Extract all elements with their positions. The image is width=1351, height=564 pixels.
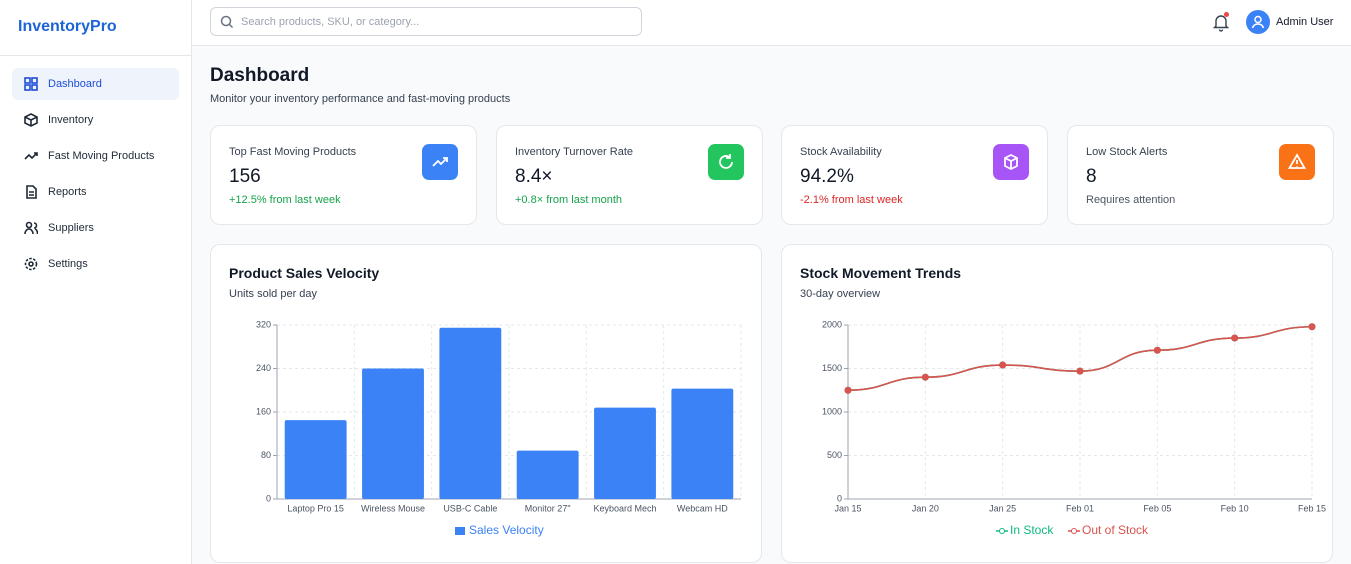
stat-icon [993,144,1029,180]
chart-subtitle: 30-day overview [800,288,881,300]
stat-value: 156 [229,166,261,187]
y-tick-label: 240 [256,363,271,373]
stat-card: Low Stock Alerts 8 Requires attention [1067,125,1334,225]
x-tick-label: Jan 15 [834,503,861,513]
brand[interactable]: InventoryPro [18,18,117,35]
divider [0,55,191,56]
x-tick-label: Feb 05 [1143,503,1171,513]
chart-title: Product Sales Velocity [229,265,380,281]
stat-icon [422,144,458,180]
nav-item[interactable]: Settings [12,248,179,280]
y-tick-label: 80 [261,450,271,460]
point [921,373,929,381]
y-tick-label: 500 [827,450,842,460]
nav-label: Reports [48,186,87,198]
page-subtitle: Monitor your inventory performance and f… [210,93,511,105]
sidebar: InventoryPro Dashboard Inventory Fast Mo… [0,0,192,564]
nav-label: Suppliers [48,222,94,234]
x-tick-label: Monitor 27" [525,503,571,513]
bar [516,450,579,499]
y-tick-label: 2000 [822,319,842,329]
point [844,386,852,394]
stat-card: Top Fast Moving Products 156 +12.5% from… [210,125,477,225]
y-tick-label: 1500 [822,363,842,373]
point [1308,323,1316,331]
chart-card: Stock Movement Trends 30-day overview 0 5… [781,244,1333,563]
y-tick-label: 1000 [822,406,842,416]
legend-swatch [999,528,1005,534]
point [1231,334,1239,342]
bar [284,420,347,499]
avatar[interactable] [1246,10,1270,34]
stat-value: 8.4× [515,166,553,187]
notification-bell[interactable] [1212,12,1230,32]
y-tick-label: 0 [266,493,271,503]
x-tick-label: Feb 10 [1221,503,1249,513]
stat-card: Stock Availability 94.2% -2.1% from last… [781,125,1048,225]
stat-card: Inventory Turnover Rate 8.4× +0.8× from … [496,125,763,225]
x-tick-label: Wireless Mouse [361,503,425,513]
point [999,361,1007,369]
x-tick-label: USB-C Cable [443,503,497,513]
stat-note: -2.1% from last week [800,194,903,206]
y-tick-label: 320 [256,319,271,329]
x-tick-label: Jan 20 [912,503,939,513]
y-tick-label: 0 [837,493,842,503]
legend-label: In Stock [1010,523,1054,537]
legend-label: Sales Velocity [469,523,544,537]
chart-subtitle: Units sold per day [229,288,318,300]
chart: 0 80 160 240 320 Laptop Pro 15 Wireless Mouse U… [256,319,742,537]
search-placeholder: Search products, SKU, or category... [241,15,420,28]
nav-item[interactable]: Suppliers [12,212,179,244]
stat-value: 94.2% [800,166,854,187]
stat-icon [1279,144,1315,180]
x-tick-label: Feb 01 [1066,503,1094,513]
stat-label: Low Stock Alerts [1086,146,1168,158]
chart-title: Stock Movement Trends [800,265,962,281]
stat-icon [708,144,744,180]
y-tick-label: 160 [256,406,271,416]
chart-card: Product Sales Velocity Units sold per da… [210,244,762,563]
stat-note: Requires attention [1086,194,1176,206]
topbar: Search products, SKU, or category... Adm… [192,0,1351,46]
x-tick-label: Laptop Pro 15 [287,503,344,513]
point [1153,346,1161,354]
nav-item[interactable]: Reports [12,176,179,208]
legend-swatch [455,527,465,535]
nav-item[interactable]: Dashboard [12,68,179,100]
search-box[interactable]: Search products, SKU, or category... [210,7,642,36]
bar [362,368,424,499]
stat-value: 8 [1086,166,1097,187]
nav-label: Settings [48,258,88,270]
x-tick-label: Jan 25 [989,503,1016,513]
nav-label: Inventory [48,114,94,126]
bar [671,388,734,499]
nav-item[interactable]: Fast Moving Products [12,140,179,172]
chart: 0 500 1000 1500 2000 Jan 15 Jan 20 Jan 25 Feb 01… [822,319,1326,537]
stat-label: Stock Availability [800,146,882,158]
legend-swatch [1071,528,1077,534]
bar [439,327,502,499]
stat-label: Inventory Turnover Rate [515,146,634,158]
nav-label: Fast Moving Products [48,150,155,162]
point [1076,367,1084,375]
bar [594,407,656,499]
stat-note: +12.5% from last week [229,194,341,206]
nav-item[interactable]: Inventory [12,104,179,136]
x-tick-label: Webcam HD [677,503,728,513]
nav-label: Dashboard [48,78,102,90]
x-tick-label: Keyboard Mech [593,503,656,513]
page-title: Dashboard [210,65,310,86]
legend-label: Out of Stock [1082,523,1149,537]
stat-note: +0.8× from last month [515,194,622,206]
user-name[interactable]: Admin User [1276,16,1334,28]
x-tick-label: Feb 15 [1298,503,1326,513]
stat-label: Top Fast Moving Products [229,146,357,158]
